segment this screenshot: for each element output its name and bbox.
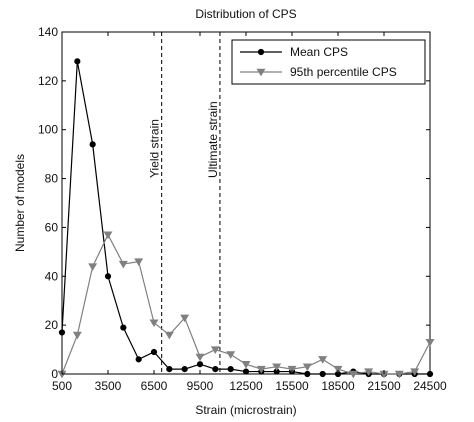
x-tick-label: 6500	[141, 379, 168, 393]
data-point	[72, 331, 82, 340]
y-axis-label: Number of models	[13, 154, 27, 252]
y-tick-label: 0	[51, 367, 58, 381]
x-tick-label: 21500	[367, 379, 401, 393]
data-point	[304, 370, 311, 378]
legend-label: Mean CPS	[290, 45, 348, 59]
y-tick-label: 60	[45, 220, 59, 234]
data-point	[74, 58, 81, 65]
data-point	[241, 361, 251, 369]
data-point	[272, 363, 282, 372]
annotation-label: Yield strain	[148, 119, 162, 178]
data-point	[195, 353, 205, 362]
legend-marker	[256, 68, 266, 77]
x-tick-label: 500	[52, 379, 72, 393]
x-tick-label: 3500	[95, 379, 122, 393]
annotation-label: Ultimate strain	[206, 101, 220, 178]
data-point	[394, 370, 404, 379]
data-point	[120, 324, 127, 331]
y-tick-label: 20	[45, 318, 59, 332]
legend-marker	[257, 48, 265, 56]
annotation-layer: Yield strain Ultimate strain	[148, 32, 221, 374]
x-tick-label: 12500	[229, 379, 263, 393]
data-point	[103, 231, 113, 240]
data-point	[425, 339, 435, 347]
data-point	[180, 314, 190, 323]
data-point	[135, 356, 142, 363]
series-layer	[57, 58, 435, 379]
data-point	[88, 263, 98, 271]
data-point	[227, 366, 234, 373]
data-point	[333, 365, 343, 374]
legend-box	[231, 39, 426, 85]
data-point	[181, 366, 188, 373]
x-axis-label: Strain (microstrain)	[195, 403, 296, 417]
data-point	[166, 366, 173, 373]
data-point	[410, 368, 420, 376]
x-tick-label: 9500	[187, 379, 214, 393]
data-point	[104, 273, 112, 280]
legend-label: 95th percentile CPS	[290, 65, 397, 79]
y-tick-label: 100	[38, 123, 58, 137]
y-axis: 0 20 40 60 80 100 120 140	[38, 25, 430, 381]
data-point	[256, 365, 266, 374]
data-point	[58, 329, 66, 336]
y-tick-label: 40	[45, 269, 59, 283]
data-point	[196, 361, 204, 368]
data-point	[150, 348, 158, 356]
data-point	[164, 331, 174, 340]
series-1	[57, 231, 435, 379]
data-point	[118, 260, 128, 269]
legend: Mean CPS 95th percentile CPS	[231, 39, 426, 85]
x-axis: 500 3500 6500 9500 12500 15500 18500 21500 24500	[52, 32, 447, 393]
data-point	[226, 351, 236, 359]
x-tick-label: 18500	[321, 379, 355, 393]
y-tick-label: 120	[38, 74, 58, 88]
data-point	[364, 368, 374, 376]
x-tick-label: 15500	[275, 379, 309, 393]
y-tick-label: 140	[38, 25, 58, 39]
chart-title: Distribution of CPS	[195, 7, 296, 21]
data-point	[89, 141, 96, 148]
data-point	[149, 319, 159, 328]
data-point	[134, 258, 144, 267]
data-point	[319, 370, 326, 378]
y-tick-label: 80	[45, 172, 59, 186]
x-tick-label: 24500	[413, 379, 447, 393]
data-point	[302, 363, 312, 372]
data-point	[318, 356, 328, 364]
data-point	[348, 370, 358, 379]
plot-area	[61, 31, 431, 375]
legend-items: Mean CPS 95th percentile CPS	[240, 45, 397, 79]
data-point	[210, 346, 220, 354]
data-point	[212, 366, 219, 373]
data-point	[287, 365, 297, 374]
